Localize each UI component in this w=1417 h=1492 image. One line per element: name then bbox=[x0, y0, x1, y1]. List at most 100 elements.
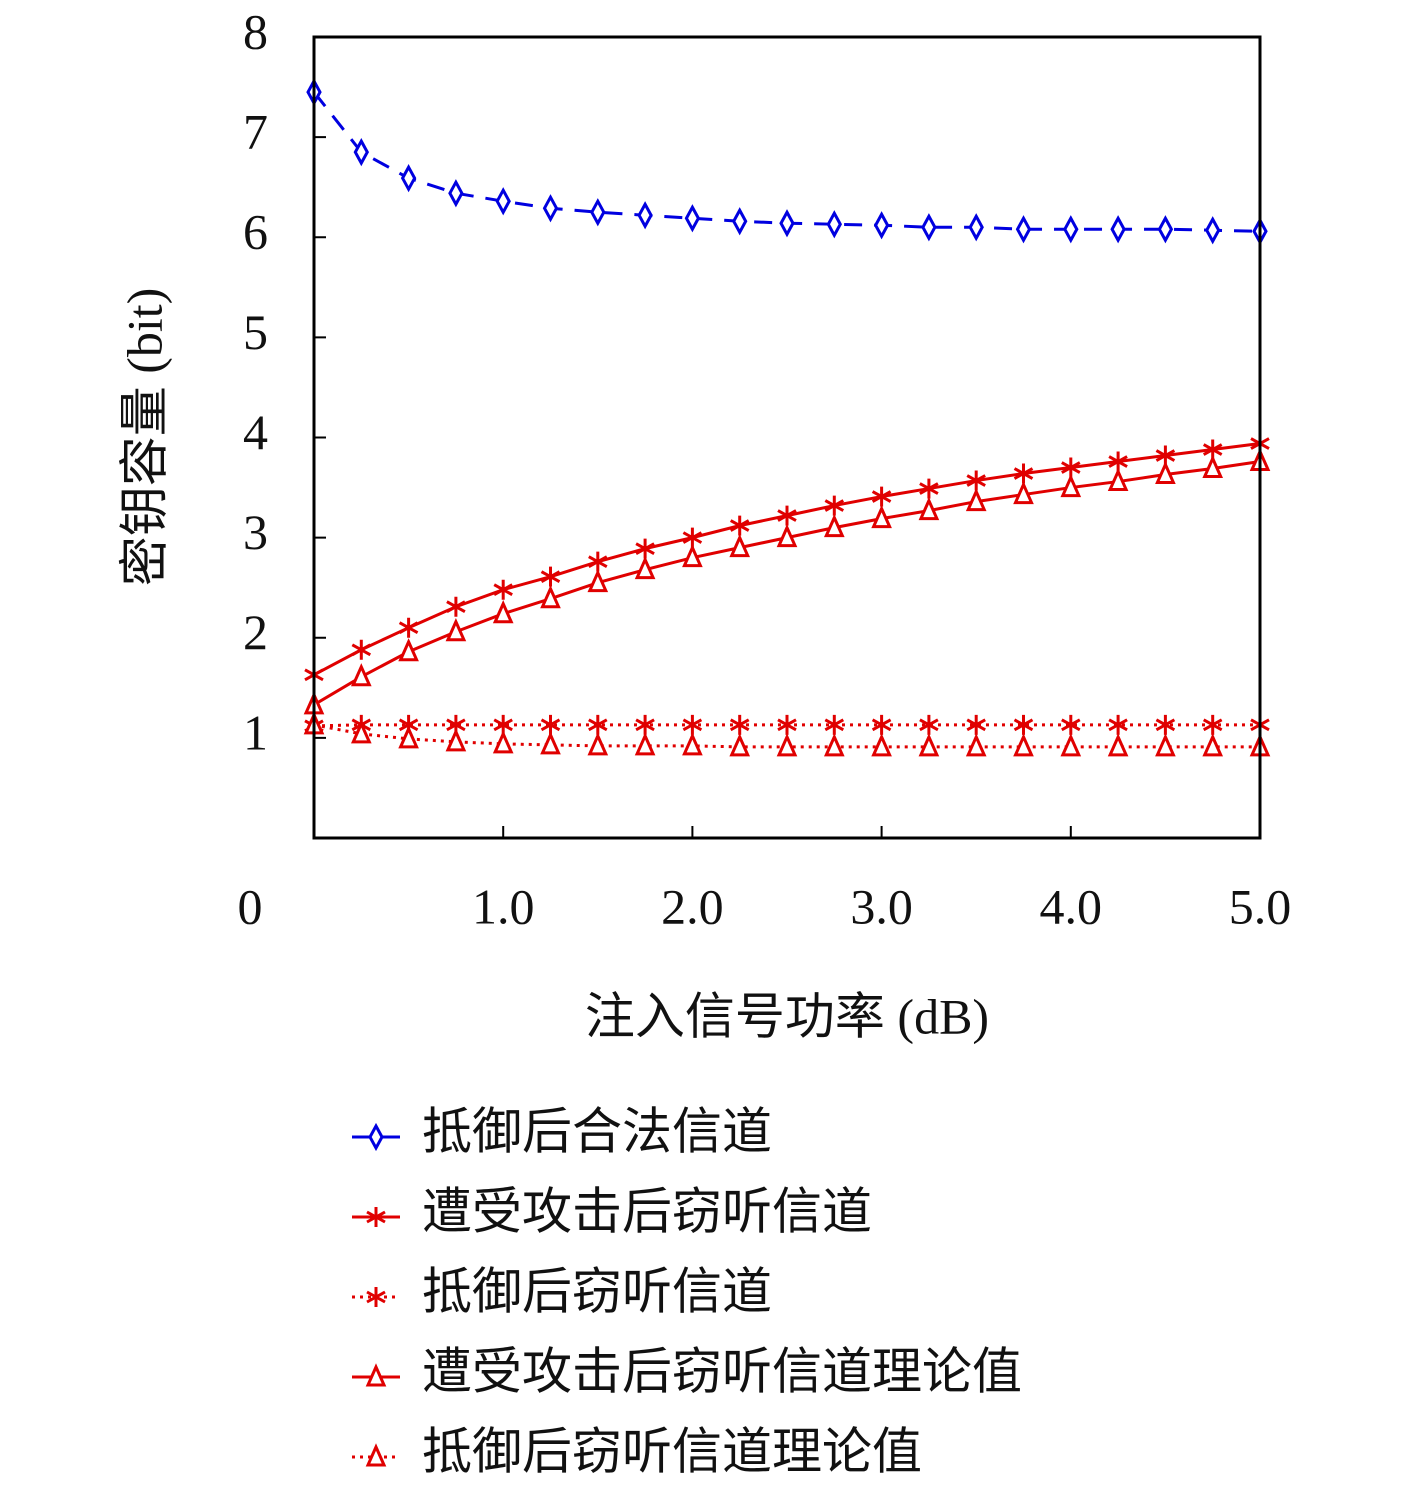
marker bbox=[637, 201, 653, 230]
y-axis-label: 密钥容量 (bit) bbox=[116, 288, 172, 587]
y-tick-label: 4 bbox=[243, 404, 268, 460]
marker bbox=[446, 596, 466, 617]
marker bbox=[1060, 473, 1082, 498]
marker bbox=[493, 579, 513, 600]
marker bbox=[1155, 714, 1176, 735]
marker bbox=[634, 555, 656, 580]
marker bbox=[492, 600, 514, 624]
marker bbox=[777, 505, 797, 526]
marker bbox=[635, 714, 655, 735]
marker bbox=[731, 207, 748, 236]
marker bbox=[823, 733, 845, 757]
marker bbox=[919, 478, 939, 499]
marker bbox=[966, 470, 986, 491]
marker bbox=[1061, 714, 1081, 735]
x-tick-label: 1.0 bbox=[472, 878, 535, 934]
y-tick-label: 1 bbox=[243, 704, 268, 760]
marker bbox=[729, 733, 751, 757]
marker bbox=[1013, 463, 1034, 484]
marker bbox=[492, 730, 514, 754]
legend-marker bbox=[365, 1363, 387, 1387]
marker bbox=[776, 733, 798, 757]
x-tick-label: 4.0 bbox=[1040, 878, 1103, 934]
marker bbox=[448, 179, 464, 208]
marker bbox=[729, 515, 750, 536]
marker bbox=[824, 714, 845, 735]
marker bbox=[590, 198, 606, 227]
marker bbox=[634, 732, 656, 756]
marker bbox=[495, 187, 511, 216]
marker bbox=[682, 714, 703, 735]
legend-label: 遭受攻击后窃听信道理论值 bbox=[422, 1343, 1022, 1399]
marker bbox=[1013, 733, 1034, 757]
marker bbox=[540, 566, 561, 587]
marker bbox=[1155, 460, 1176, 485]
marker bbox=[588, 551, 608, 572]
marker bbox=[826, 210, 843, 239]
y-tick-label: 8 bbox=[243, 3, 268, 59]
series-line bbox=[313, 460, 1261, 707]
y-tick-label: 3 bbox=[243, 504, 268, 560]
x-tick-label: 3.0 bbox=[850, 878, 913, 934]
marker bbox=[921, 213, 937, 242]
marker bbox=[445, 618, 467, 642]
marker bbox=[966, 714, 986, 735]
legend-marker bbox=[368, 1122, 384, 1152]
marker bbox=[965, 487, 987, 512]
marker bbox=[823, 513, 845, 538]
marker bbox=[1107, 733, 1129, 757]
legend-label: 抵御后窃听信道理论值 bbox=[422, 1423, 922, 1479]
marker bbox=[1157, 215, 1174, 244]
marker bbox=[398, 617, 419, 638]
marker bbox=[1202, 454, 1224, 479]
legend-marker bbox=[365, 1443, 387, 1467]
marker bbox=[1013, 714, 1034, 735]
marker bbox=[1202, 733, 1224, 757]
x-tick-label: 5.0 bbox=[1229, 878, 1292, 934]
y-tick-label: 7 bbox=[243, 104, 268, 160]
x-tick-label: 0 bbox=[238, 878, 263, 934]
marker bbox=[919, 714, 939, 735]
marker bbox=[824, 495, 845, 516]
marker bbox=[682, 543, 703, 568]
y-tick-label: 2 bbox=[243, 604, 268, 660]
marker bbox=[871, 714, 892, 735]
marker bbox=[684, 204, 701, 233]
marker bbox=[918, 733, 940, 757]
x-axis-label: 注入信号功率 (dB) bbox=[585, 988, 989, 1044]
marker bbox=[1015, 215, 1032, 244]
marker bbox=[351, 639, 372, 660]
marker bbox=[1063, 215, 1079, 244]
marker bbox=[398, 725, 419, 749]
marker bbox=[540, 731, 561, 755]
marker bbox=[1204, 216, 1221, 245]
marker bbox=[398, 638, 419, 662]
y-tick-label: 6 bbox=[243, 204, 268, 260]
marker bbox=[776, 523, 798, 548]
marker bbox=[1060, 733, 1082, 757]
y-tick-label: 5 bbox=[243, 304, 268, 360]
marker bbox=[587, 732, 609, 756]
marker bbox=[540, 585, 561, 609]
marker bbox=[918, 496, 940, 521]
marker bbox=[871, 486, 892, 507]
plot-frame bbox=[312, 35, 1262, 840]
marker bbox=[871, 504, 892, 529]
marker bbox=[873, 211, 890, 240]
legend-marker bbox=[366, 1287, 386, 1307]
marker bbox=[871, 733, 892, 757]
legend-marker bbox=[366, 1207, 386, 1227]
marker bbox=[965, 733, 987, 757]
marker bbox=[779, 209, 795, 238]
marker bbox=[588, 714, 608, 735]
marker bbox=[1107, 467, 1129, 492]
legend-label: 抵御后窃听信道 bbox=[422, 1263, 772, 1319]
marker bbox=[445, 728, 467, 752]
marker bbox=[1108, 714, 1128, 735]
marker bbox=[350, 663, 372, 687]
marker bbox=[1155, 733, 1176, 757]
legend-label: 抵御后合法信道 bbox=[422, 1103, 772, 1159]
marker bbox=[729, 714, 750, 735]
marker bbox=[635, 538, 655, 559]
